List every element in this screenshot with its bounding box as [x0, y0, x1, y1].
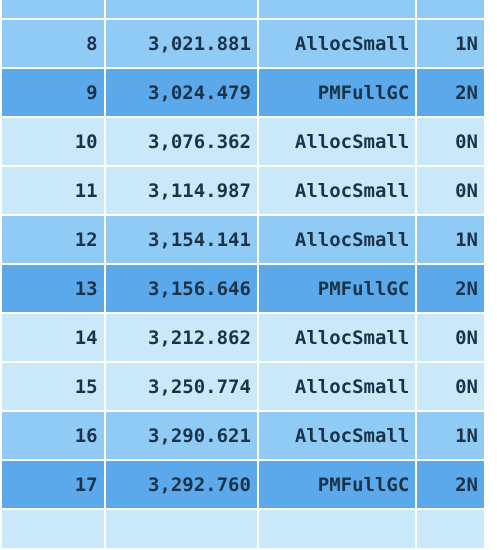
row-gen-cell: 0N — [417, 167, 484, 216]
row-kind-cell: AllocSmall — [258, 167, 418, 216]
row-kind-cell: PMFullGC — [258, 69, 418, 118]
row-time-cell: 3,076.362 — [105, 118, 259, 167]
table-row-partial-bottom — [2, 510, 484, 550]
row-kind-cell: AllocSmall — [258, 363, 418, 412]
table-cell — [2, 0, 106, 20]
row-kind-cell: AllocSmall — [258, 118, 418, 167]
row-time-cell: 3,021.881 — [105, 20, 259, 69]
row-gen-cell: 1N — [417, 412, 484, 461]
table-cell — [105, 0, 259, 20]
gc-events-table: 8 3,021.881 AllocSmall 1N 9 3,024.479 PMFullGC… — [0, 0, 484, 550]
row-index-cell: 8 — [2, 20, 106, 69]
row-index-cell: 9 — [2, 69, 106, 118]
table-row[interactable]: 12 3,154.141 AllocSmall 1N — [2, 216, 484, 265]
row-time-cell: 3,114.987 — [105, 167, 259, 216]
row-kind-cell: AllocSmall — [258, 20, 418, 69]
table-row[interactable]: 10 3,076.362 AllocSmall 0N — [2, 118, 484, 167]
row-index-cell: 17 — [2, 461, 106, 510]
table-row[interactable]: 9 3,024.479 PMFullGC 2N — [2, 69, 484, 118]
row-time-cell: 3,156.646 — [105, 265, 259, 314]
table-row[interactable]: 8 3,021.881 AllocSmall 1N — [2, 20, 484, 69]
table-row[interactable]: 13 3,156.646 PMFullGC 2N — [2, 265, 484, 314]
table-row[interactable]: 15 3,250.774 AllocSmall 0N — [2, 363, 484, 412]
table-cell — [417, 510, 484, 550]
row-gen-cell: 2N — [417, 69, 484, 118]
row-gen-cell: 2N — [417, 461, 484, 510]
row-time-cell: 3,154.141 — [105, 216, 259, 265]
row-gen-cell: 0N — [417, 314, 484, 363]
table-cell — [105, 510, 259, 550]
row-time-cell: 3,292.760 — [105, 461, 259, 510]
table-cell — [417, 0, 484, 20]
row-kind-cell: AllocSmall — [258, 412, 418, 461]
table-row[interactable]: 14 3,212.862 AllocSmall 0N — [2, 314, 484, 363]
row-kind-cell: PMFullGC — [258, 461, 418, 510]
row-index-cell: 16 — [2, 412, 106, 461]
row-gen-cell: 1N — [417, 216, 484, 265]
row-gen-cell: 1N — [417, 20, 484, 69]
table-body: 8 3,021.881 AllocSmall 1N 9 3,024.479 PMFullGC… — [2, 20, 484, 510]
row-index-cell: 12 — [2, 216, 106, 265]
row-kind-cell: AllocSmall — [258, 216, 418, 265]
row-kind-cell: PMFullGC — [258, 265, 418, 314]
row-index-cell: 11 — [2, 167, 106, 216]
row-time-cell: 3,024.479 — [105, 69, 259, 118]
row-index-cell: 10 — [2, 118, 106, 167]
row-gen-cell: 0N — [417, 363, 484, 412]
row-index-cell: 14 — [2, 314, 106, 363]
row-index-cell: 13 — [2, 265, 106, 314]
table-cell — [258, 510, 418, 550]
row-kind-cell: AllocSmall — [258, 314, 418, 363]
row-gen-cell: 0N — [417, 118, 484, 167]
table-row[interactable]: 17 3,292.760 PMFullGC 2N — [2, 461, 484, 510]
table-cell — [258, 0, 418, 20]
table-row-partial-top — [2, 0, 484, 20]
row-time-cell: 3,250.774 — [105, 363, 259, 412]
row-gen-cell: 2N — [417, 265, 484, 314]
row-index-cell: 15 — [2, 363, 106, 412]
row-time-cell: 3,290.621 — [105, 412, 259, 461]
row-time-cell: 3,212.862 — [105, 314, 259, 363]
table-row[interactable]: 16 3,290.621 AllocSmall 1N — [2, 412, 484, 461]
table-row[interactable]: 11 3,114.987 AllocSmall 0N — [2, 167, 484, 216]
table-cell — [2, 510, 106, 550]
